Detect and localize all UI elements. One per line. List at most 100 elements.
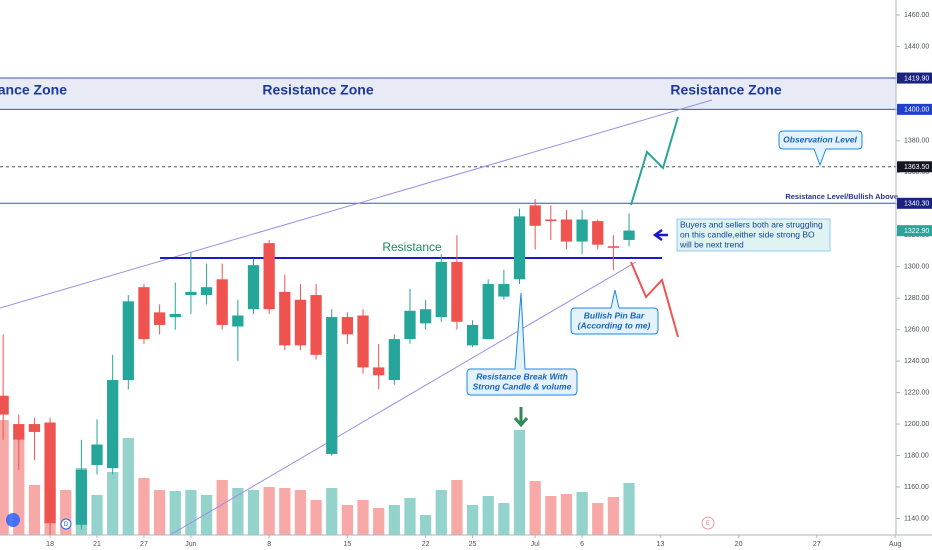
candle-body: [482, 284, 494, 340]
candle-body: [592, 221, 604, 245]
logo: [6, 513, 20, 527]
event-label: E: [706, 521, 710, 527]
note-line: Buyers and sellers both are struggling: [680, 219, 823, 229]
y-tick-label: 1180.00: [904, 452, 929, 459]
volume-bar: [482, 496, 494, 535]
level-label: Resistance Level/Bullish Above: [785, 192, 898, 201]
y-tick-label: 1300.00: [904, 264, 929, 271]
x-tick-label: 21: [93, 541, 101, 548]
annotations: Resistance Zone Resistance Zone Resistan…: [0, 82, 898, 530]
volume-bar: [169, 491, 181, 535]
y-tick-label: 1380.00: [904, 138, 929, 145]
price-tag: [897, 161, 932, 173]
x-tick-label: 8: [267, 541, 271, 548]
candle-body: [560, 219, 573, 242]
volume-bar: [232, 488, 244, 535]
candle-body: [373, 367, 385, 376]
event-label: D: [64, 522, 69, 528]
candle-body: [232, 315, 244, 327]
price-tag-label: 1363.50: [904, 164, 929, 171]
candle-body: [122, 301, 134, 381]
volume-bar: [435, 490, 447, 535]
volume-bar: [91, 495, 103, 535]
volume-bar: [107, 472, 119, 535]
x-tick-label: 6: [580, 541, 584, 548]
candle-body: [75, 469, 88, 525]
y-tick-label: 1160.00: [904, 484, 929, 491]
volume-bar: [576, 492, 588, 535]
volume-bar: [200, 495, 213, 535]
candle-body: [279, 291, 291, 346]
price-tag-label: 1322.90: [904, 228, 929, 235]
candle-body: [247, 265, 260, 310]
volume-bar: [310, 500, 322, 535]
candle-body: [200, 287, 213, 296]
candle-body: [607, 246, 620, 248]
price-tag-label: 1400.00: [904, 107, 929, 114]
volume-bar: [341, 505, 354, 535]
candle-body: [545, 219, 557, 222]
candle-body: [529, 205, 541, 226]
candle-body: [263, 243, 275, 310]
volume-bar: [185, 490, 197, 535]
volume-bar: [607, 497, 620, 535]
y-tick-label: 1360.00: [904, 169, 929, 176]
note-line: will be next trend: [679, 239, 744, 249]
candle-body: [419, 309, 432, 324]
volume-bar: [560, 494, 573, 535]
zone-label: Resistance Zone: [262, 82, 373, 98]
y-tick-label: 1200.00: [904, 421, 929, 428]
volume-bar: [451, 480, 463, 535]
y-tick-label: 1280.00: [904, 295, 929, 302]
volume-bar: [263, 487, 275, 535]
candle-body: [498, 284, 510, 297]
candles-layer: [0, 199, 635, 535]
observation-label: Observation Level: [783, 134, 857, 144]
x-tick-label: 15: [343, 541, 351, 548]
resistance-zone: [0, 78, 896, 110]
drawings: [0, 99, 713, 535]
note-line: on this candle,either side strong BO: [680, 229, 815, 239]
pin-bar-label: (According to me): [578, 320, 651, 330]
volume-bar: [326, 488, 338, 535]
price-tag: [897, 225, 932, 237]
candle-body: [169, 313, 181, 318]
candle-body: [185, 291, 197, 296]
volume-bar: [153, 490, 166, 535]
break-label: Strong Candle & volume: [473, 381, 572, 391]
candle-body: [107, 380, 119, 469]
x-tick-label: 27: [140, 541, 148, 548]
volume-arrow: [513, 407, 529, 428]
candle-body: [44, 422, 56, 524]
volume-bar: [28, 485, 41, 535]
candle-body: [513, 216, 526, 280]
y-tick-label: 1260.00: [904, 326, 929, 333]
volume-bar: [419, 515, 432, 535]
x-tick-label: 27: [813, 541, 821, 548]
volume-bar: [0, 420, 9, 535]
candle-body: [451, 261, 463, 322]
candle-body: [404, 310, 416, 340]
volume-bar: [623, 483, 635, 535]
y-tick-label: 1220.00: [904, 389, 929, 396]
levels-layer: [0, 77, 896, 204]
x-tick-label: 22: [422, 541, 430, 548]
candle-body: [153, 312, 166, 325]
x-tick-label: Aug: [889, 541, 902, 548]
volume-bar: [404, 498, 416, 535]
bear-projection: [630, 261, 679, 338]
volume-bar: [294, 490, 307, 535]
pin-bar-label: Bullish Pin Bar: [584, 310, 645, 320]
candle-body: [28, 424, 41, 432]
zone-label: Resistance Zone: [0, 82, 67, 98]
volume-bar: [388, 505, 400, 535]
volume-bar: [60, 490, 72, 535]
channel-upper: [0, 99, 713, 309]
candle-body: [310, 295, 322, 355]
volume-bar: [357, 500, 369, 535]
channel-lower: [169, 261, 637, 535]
volume-bar: [466, 505, 479, 535]
volume-bar: [373, 508, 385, 535]
volume-bar: [513, 430, 526, 535]
